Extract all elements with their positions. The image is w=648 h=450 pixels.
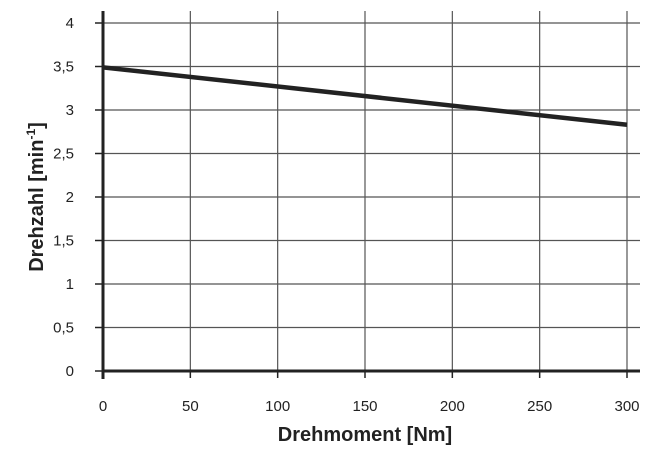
y-axis-title: Drehzahl [min-1]: [24, 122, 48, 272]
ticks: 0 0,5 1 1,5 2 2,5 3 3,5 4 0 50 100 150 200 250 300: [53, 15, 639, 415]
series-line: [102, 65, 628, 128]
x-axis-title: Drehmoment [Nm]: [278, 424, 452, 446]
x-tick-label: 300: [614, 398, 639, 415]
y-tick-label: 2,5: [53, 146, 74, 163]
x-tick-label: 50: [182, 398, 199, 415]
y-tick-label: 0: [66, 363, 74, 380]
y-axis-title-close: ]: [26, 122, 48, 129]
x-tick-label: 100: [265, 398, 290, 415]
y-tick-label: 1: [66, 276, 74, 293]
x-tick-label: 200: [440, 398, 465, 415]
y-tick-label: 1,5: [53, 233, 74, 250]
x-tick-label: 250: [527, 398, 552, 415]
y-tick-label: 3: [66, 102, 74, 119]
y-tick-label: 4: [66, 15, 74, 32]
y-tick-label: 3,5: [53, 59, 74, 76]
axes: [101, 11, 640, 379]
series: [102, 65, 628, 128]
x-tick-label: 0: [99, 398, 107, 415]
y-axis-title-superscript: -1: [24, 129, 38, 140]
y-axis-title-main: Drehzahl [min: [26, 140, 48, 272]
y-tick-label: 0,5: [53, 320, 74, 337]
grid: [103, 11, 640, 371]
x-tick-label: 150: [352, 398, 377, 415]
y-tick-label: 2: [66, 189, 74, 206]
